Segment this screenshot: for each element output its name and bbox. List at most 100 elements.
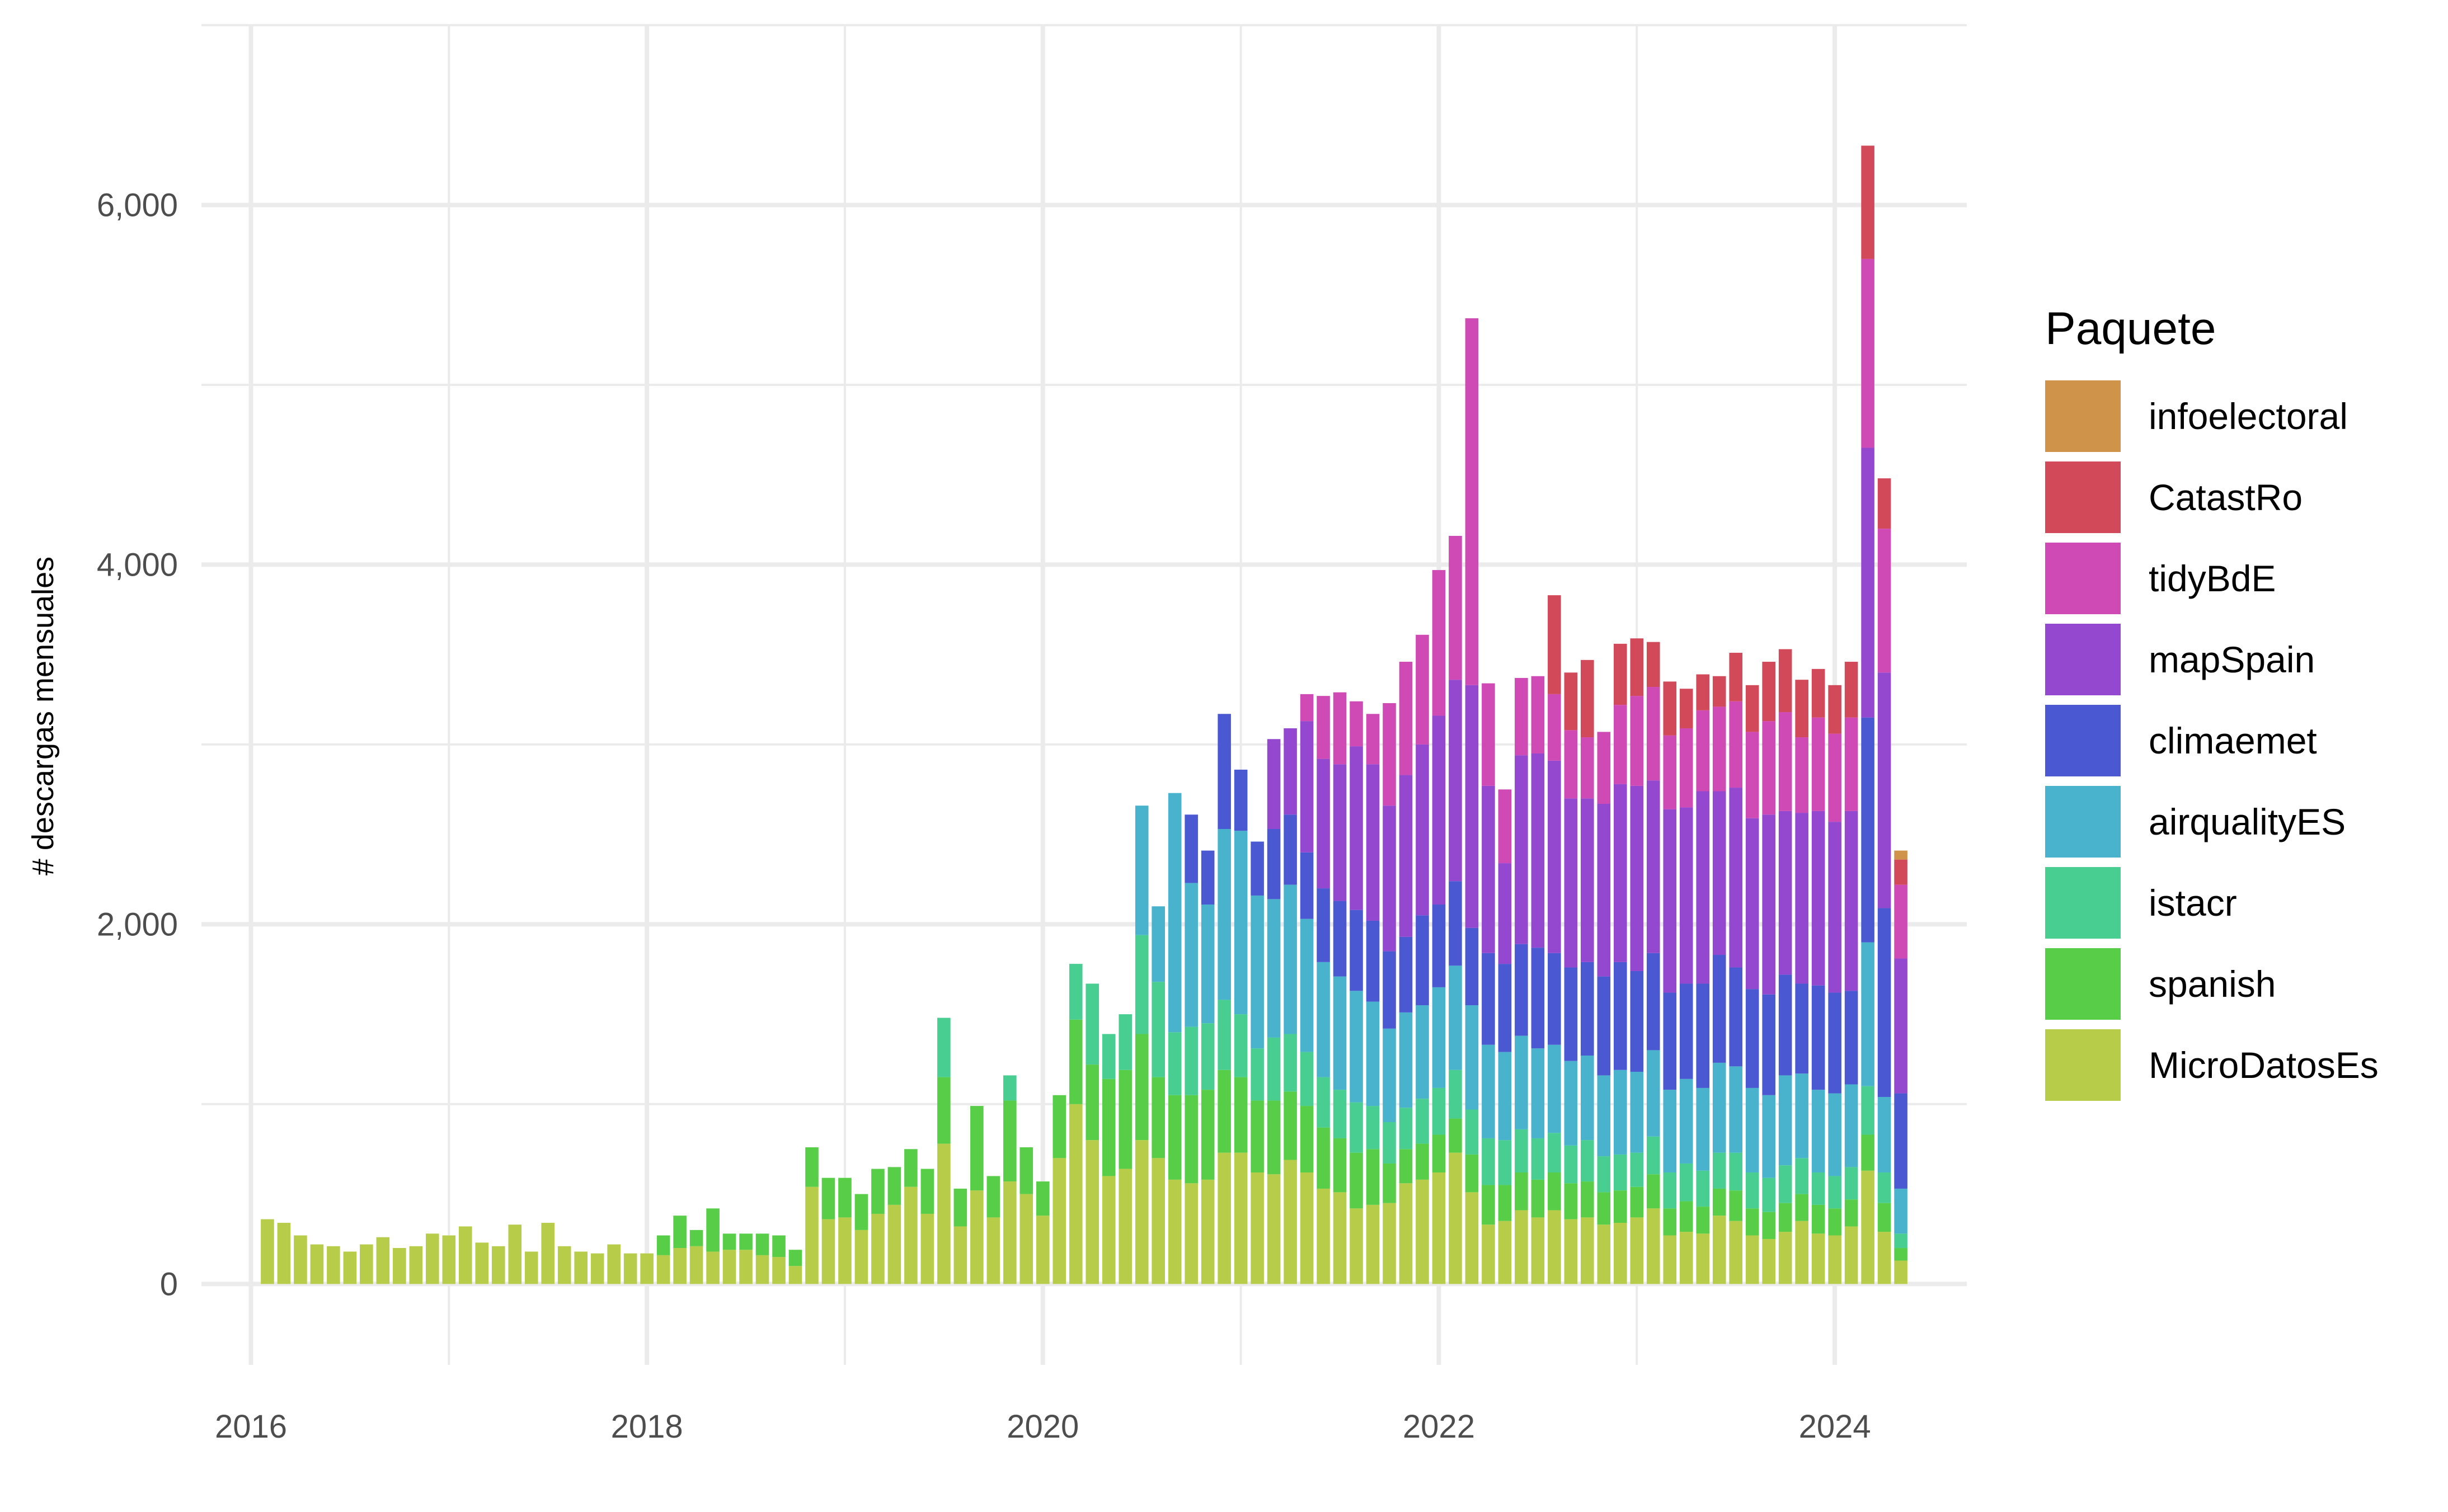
bar-segment-catastro [1861, 145, 1874, 259]
bar-segment-mapspain [1350, 746, 1363, 910]
bar-segment-istacr [1185, 1026, 1198, 1095]
bar-segment-mapspain [1844, 811, 1858, 991]
bar-segment-spanish [953, 1188, 967, 1227]
bar-segment-microdatoses [1531, 1217, 1545, 1284]
bar-segment-istacr [1135, 935, 1149, 1034]
bar-segment-microdatoses [920, 1213, 934, 1284]
bar-segment-istacr [1168, 1032, 1182, 1095]
legend-label-airqualityes: airqualityES [2149, 801, 2346, 842]
bar-segment-spanish [871, 1169, 885, 1214]
bar-segment-catastro [1811, 668, 1825, 718]
bar-segment-catastro [1828, 685, 1841, 734]
bar-segment-mapspain [1646, 780, 1660, 953]
bar-segment-mapspain [1877, 672, 1891, 908]
bar-segment-spanish [1531, 1179, 1545, 1218]
bar-segment-spanish [1333, 1138, 1347, 1193]
bar-segment-istacr [1630, 1152, 1644, 1187]
bar-segment-spanish [1003, 1100, 1017, 1182]
bar-segment-mapspain [1432, 715, 1446, 905]
bar-segment-microdatoses [1069, 1104, 1083, 1284]
bar-segment-microdatoses [1284, 1160, 1297, 1284]
bar-segment-climaemet [1844, 991, 1858, 1085]
bar-segment-mapspain [1581, 798, 1594, 962]
bar-segment-microdatoses [327, 1246, 340, 1284]
bar-segment-spanish [1168, 1095, 1182, 1180]
bar-segment-microdatoses [706, 1251, 720, 1284]
bar-segment-mapspain [1663, 809, 1677, 993]
bar-segment-microdatoses [1416, 1179, 1429, 1284]
bar-segment-spanish [1614, 1190, 1627, 1223]
bar-segment-climaemet [1465, 927, 1479, 1006]
bar-segment-spanish [887, 1167, 901, 1205]
bar-segment-microdatoses [640, 1253, 654, 1284]
bar-segment-airqualityes [1762, 1095, 1775, 1178]
bar-segment-climaemet [1201, 850, 1215, 905]
bar-segment-spanish [1383, 1163, 1396, 1203]
bar-segment-airqualityes [1614, 1070, 1627, 1155]
bar-segment-spanish [1399, 1149, 1413, 1184]
bar-segment-climaemet [1515, 944, 1528, 1036]
bar-segment-microdatoses [673, 1248, 687, 1284]
legend-label-climaemet: climaemet [2149, 720, 2317, 761]
bar-segment-istacr [1614, 1154, 1627, 1191]
bar-segment-microdatoses [1564, 1219, 1578, 1284]
bar-segment-climaemet [1795, 983, 1808, 1074]
bar-segment-mapspain [1597, 803, 1611, 977]
bar-segment-tidybde [1432, 570, 1446, 716]
bar-segment-climaemet [1663, 992, 1677, 1090]
bar-segment-spanish [1712, 1188, 1726, 1216]
bar-segment-airqualityes [1811, 1090, 1825, 1173]
bar-segment-microdatoses [1234, 1152, 1248, 1284]
bar-segment-spanish [970, 1106, 984, 1191]
bar-segment-microdatoses [1333, 1192, 1347, 1284]
bar-segment-microdatoses [838, 1217, 852, 1284]
bar-segment-spanish [1366, 1149, 1380, 1205]
bar-segment-catastro [1630, 638, 1644, 696]
bar-segment-mapspain [1861, 448, 1874, 718]
bar-segment-microdatoses [426, 1233, 439, 1284]
bar-segment-climaemet [1366, 920, 1380, 1002]
bar-segment-microdatoses [970, 1190, 984, 1284]
bar-segment-microdatoses [1844, 1226, 1858, 1284]
bar-segment-tidybde [1515, 677, 1528, 756]
bar-segment-tidybde [1877, 529, 1891, 673]
legend-swatch-infoelectoral [2045, 380, 2121, 452]
bar-segment-tidybde [1449, 535, 1462, 680]
bar-segment-microdatoses [541, 1223, 555, 1284]
y-axis-ticks: 0 2,000 4,000 6,000 [97, 187, 178, 1302]
bar-segment-istacr [1069, 964, 1083, 1020]
bar-segment-tidybde [1498, 789, 1512, 864]
bar-segment-airqualityes [1465, 1005, 1479, 1110]
bar-segment-spanish [821, 1177, 835, 1219]
bar-segment-airqualityes [1515, 1035, 1528, 1129]
bar-segment-spanish [1234, 1077, 1248, 1153]
bar-segment-mapspain [1696, 791, 1710, 984]
bar-segment-airqualityes [1399, 1012, 1413, 1108]
bar-segment-istacr [1844, 1167, 1858, 1200]
bar-segment-microdatoses [1366, 1204, 1380, 1284]
bar-segment-microdatoses [1482, 1224, 1495, 1284]
bar-segment-microdatoses [953, 1226, 967, 1284]
bar-segment-tidybde [1597, 732, 1611, 804]
bar-segment-spanish [1053, 1095, 1066, 1158]
bar-segment-tidybde [1828, 733, 1841, 822]
bar-segment-microdatoses [343, 1251, 357, 1284]
bar-segment-tidybde [1564, 730, 1578, 799]
bar-segment-istacr [1745, 1172, 1759, 1209]
legend-swatch-microdatoses [2045, 1029, 2121, 1101]
bar-segment-spanish [805, 1147, 819, 1187]
bar-segment-istacr [1498, 1140, 1512, 1185]
bar-segment-tidybde [1465, 318, 1479, 685]
bar-segment-mapspain [1498, 863, 1512, 964]
bar-segment-spanish [689, 1230, 703, 1246]
bar-segment-microdatoses [1679, 1232, 1693, 1284]
bar-segment-microdatoses [607, 1244, 621, 1284]
bar-segment-istacr [1086, 983, 1100, 1065]
bar-segment-spanish [1432, 1134, 1446, 1173]
bar-segment-microdatoses [1086, 1140, 1100, 1284]
bar-segment-microdatoses [360, 1244, 373, 1284]
bar-segment-microdatoses [1399, 1183, 1413, 1284]
bar-segment-climaemet [1762, 994, 1775, 1095]
bar-segment-spanish [706, 1208, 720, 1252]
bar-segment-spanish [1861, 1134, 1874, 1171]
